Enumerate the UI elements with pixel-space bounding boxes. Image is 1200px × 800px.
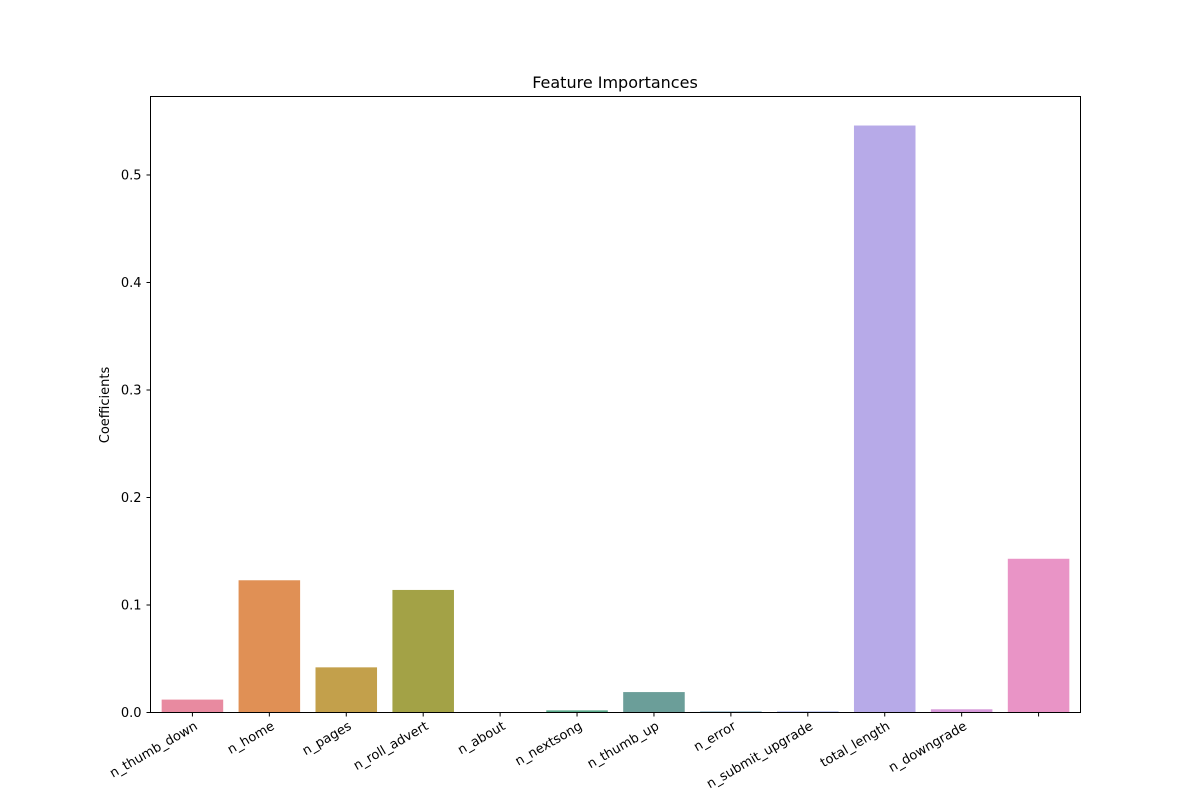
y-tick-label: 0.2 — [121, 491, 142, 506]
bar-n_thumb_up — [623, 692, 685, 713]
bar-n_downgrade — [930, 709, 993, 713]
bar-n_home — [238, 580, 301, 713]
bar-unlabeled-11 — [1007, 558, 1070, 713]
bars-group — [161, 125, 1070, 713]
y-axis-label: Coefficients — [98, 367, 113, 444]
chart-title: Feature Importances — [532, 73, 698, 92]
y-tick-label: 0.1 — [121, 598, 142, 613]
y-axis: 0.0 0.1 0.2 0.3 0.4 0.5 — [121, 168, 151, 721]
bar-n_nextsong — [546, 710, 608, 713]
bar-total_length — [853, 125, 916, 713]
x-tick-label: total_length — [818, 719, 893, 771]
y-tick-label: 0.3 — [121, 383, 142, 398]
x-tick-label: n_error — [691, 719, 739, 755]
bar-n_submit_upgrade — [777, 711, 839, 713]
bar-n_thumb_down — [161, 699, 224, 713]
y-tick-label: 0.5 — [121, 168, 142, 183]
x-tick-label: n_about — [455, 719, 508, 758]
x-tick-label: n_pages — [300, 719, 354, 759]
x-tick-label: n_thumb_down — [107, 719, 200, 781]
x-tick-label: n_thumb_up — [585, 719, 662, 772]
bar-n_roll_advert — [392, 589, 454, 713]
plot-frame — [150, 96, 1081, 713]
bar-n_pages — [315, 667, 378, 713]
y-tick-label: 0.0 — [121, 706, 142, 721]
y-tick-label: 0.4 — [121, 276, 142, 291]
x-tick-label: n_roll_advert — [351, 719, 431, 774]
bar-n_error — [700, 711, 762, 713]
x-tick-label: n_nextsong — [513, 719, 585, 769]
x-tick-label: n_downgrade — [886, 719, 969, 776]
x-tick-label: n_home — [225, 719, 277, 758]
